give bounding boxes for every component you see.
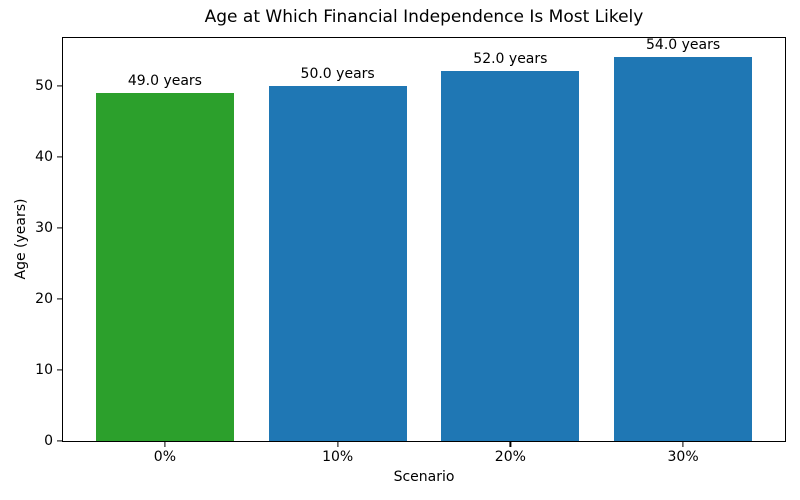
- x-tick-label: 30%: [667, 449, 699, 465]
- bar-20%: [441, 71, 580, 441]
- y-tick-mark: [57, 227, 62, 229]
- y-tick-label: 20: [35, 290, 53, 307]
- bar-10%: [268, 85, 407, 441]
- x-tick-mark: [164, 442, 166, 447]
- bar-value-label: 50.0 years: [300, 65, 375, 82]
- y-axis-label: Age (years): [13, 198, 29, 280]
- plot-area: 49.0 years 0% 50.0 years 10% 52.0 years 20% 54…: [35, 37, 786, 464]
- y-tick-label: 40: [35, 148, 53, 165]
- chart-title: Age at Which Financial Independence Is M…: [204, 7, 644, 27]
- bar-30%: [614, 57, 753, 441]
- y-tick-mark: [57, 369, 62, 371]
- x-axis-label: Scenario: [393, 469, 455, 485]
- x-tick-mark: [682, 442, 684, 447]
- y-tick-label: 30: [35, 219, 53, 236]
- x-tick-label: 20%: [494, 449, 526, 465]
- y-tick-label: 50: [35, 77, 53, 94]
- y-tick-mark: [57, 156, 62, 158]
- y-tick-mark: [57, 85, 62, 87]
- y-tick-label: 10: [35, 361, 53, 378]
- x-tick-mark: [337, 442, 339, 447]
- bar-value-label: 49.0 years: [127, 72, 202, 89]
- x-tick-label: 0%: [153, 449, 177, 465]
- x-tick-label: 10%: [322, 449, 354, 465]
- x-tick-mark: [509, 442, 511, 447]
- bar-value-label: 54.0 years: [646, 37, 721, 54]
- bar-value-label: 52.0 years: [473, 51, 548, 68]
- y-tick-label: 0: [44, 433, 53, 449]
- y-tick-mark: [57, 298, 62, 300]
- y-tick-mark: [57, 440, 62, 442]
- bar-0%: [95, 92, 234, 441]
